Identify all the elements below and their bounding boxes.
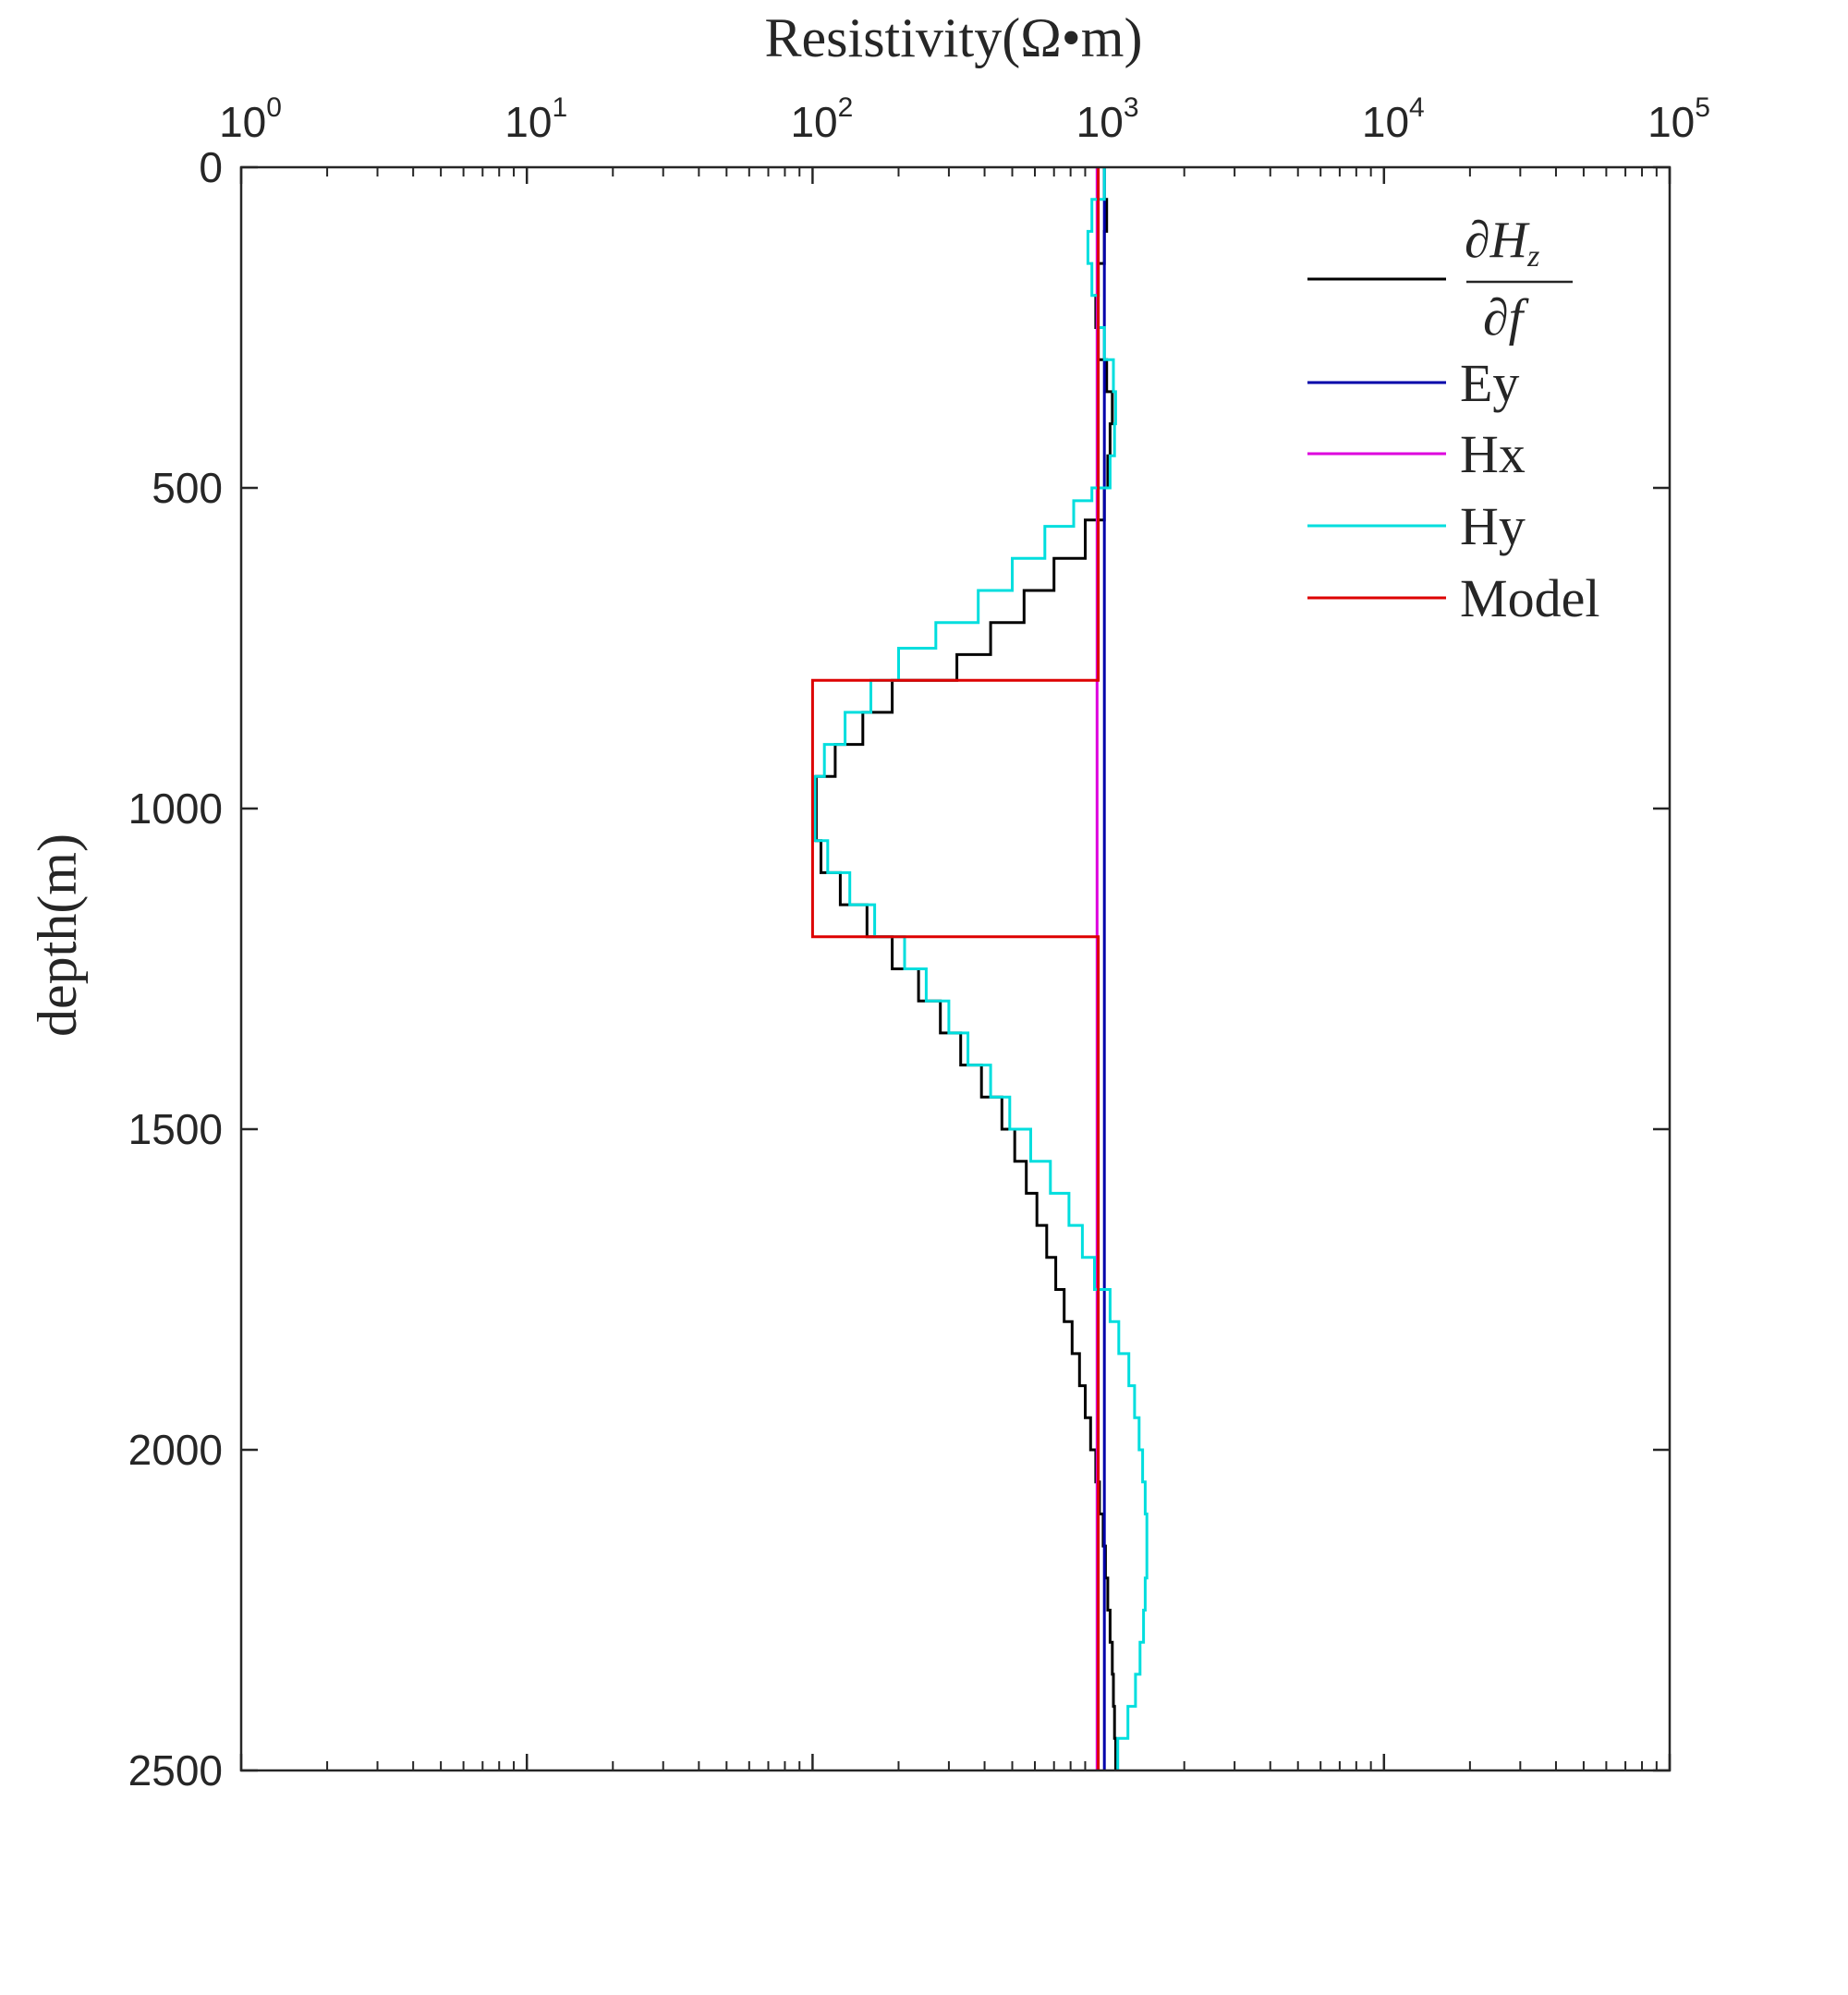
x-axis-title: Resistivity(Ω•m) [765,7,1143,68]
x-tick-label-exponent: 0 [266,92,282,123]
legend-dhz-denominator: ∂f [1483,289,1530,347]
y-tick-label: 0 [199,143,223,191]
x-tick-label-base: 10 [1362,98,1409,146]
x-tick-label-base: 10 [790,98,837,146]
legend-label-hx: Hx [1460,424,1526,484]
x-tick-label-base: 10 [219,98,266,146]
x-tick-label-exponent: 4 [1409,92,1425,123]
x-tick-label: 102 [790,92,853,146]
x-tick-label-exponent: 2 [838,92,854,123]
y-axis-title: depth(m) [27,833,88,1037]
x-tick-label-base: 10 [1647,98,1695,146]
legend-label-hy: Hy [1460,496,1526,556]
x-tick-label: 101 [505,92,567,146]
x-tick-label: 105 [1647,92,1710,146]
y-tick-label: 1500 [128,1105,223,1153]
legend-label-model: Model [1460,568,1599,628]
x-tick-label-exponent: 1 [552,92,567,123]
x-tick-label: 104 [1362,92,1425,146]
y-tick-label: 1000 [128,785,223,833]
y-tick-label: 2500 [128,1746,223,1794]
plot-lines [810,167,1149,1770]
x-tick-label-exponent: 3 [1124,92,1139,123]
legend-dhz-numerator-main: ∂H [1465,212,1530,269]
series-line-model [810,167,1100,1770]
legend-dhz-numerator-sub: z [1526,239,1539,274]
x-tick-labels: 100 101 102 103 104 105 [219,92,1710,146]
legend-label-dhz: ∂Hz ∂f [1465,212,1573,347]
y-tick-labels: 0 500 1000 1500 2000 2500 [128,143,223,1794]
legend-label-ey: Ey [1460,353,1519,413]
y-tick-label: 2000 [128,1426,223,1474]
y-tick-label: 500 [152,464,223,512]
legend-dhz-numerator: ∂Hz [1465,212,1539,274]
legend: ∂Hz ∂f Ey Hx Hy Model [1307,212,1599,628]
x-minor-ticks [326,167,1658,1770]
series-line-hy [813,167,1149,1770]
x-tick-label-base: 10 [505,98,552,146]
x-tick-label-exponent: 5 [1695,92,1710,123]
x-tick-label: 103 [1076,92,1139,146]
plot-area-border [239,165,1672,1772]
x-tick-label: 100 [219,92,282,146]
x-tick-label-base: 10 [1076,98,1124,146]
